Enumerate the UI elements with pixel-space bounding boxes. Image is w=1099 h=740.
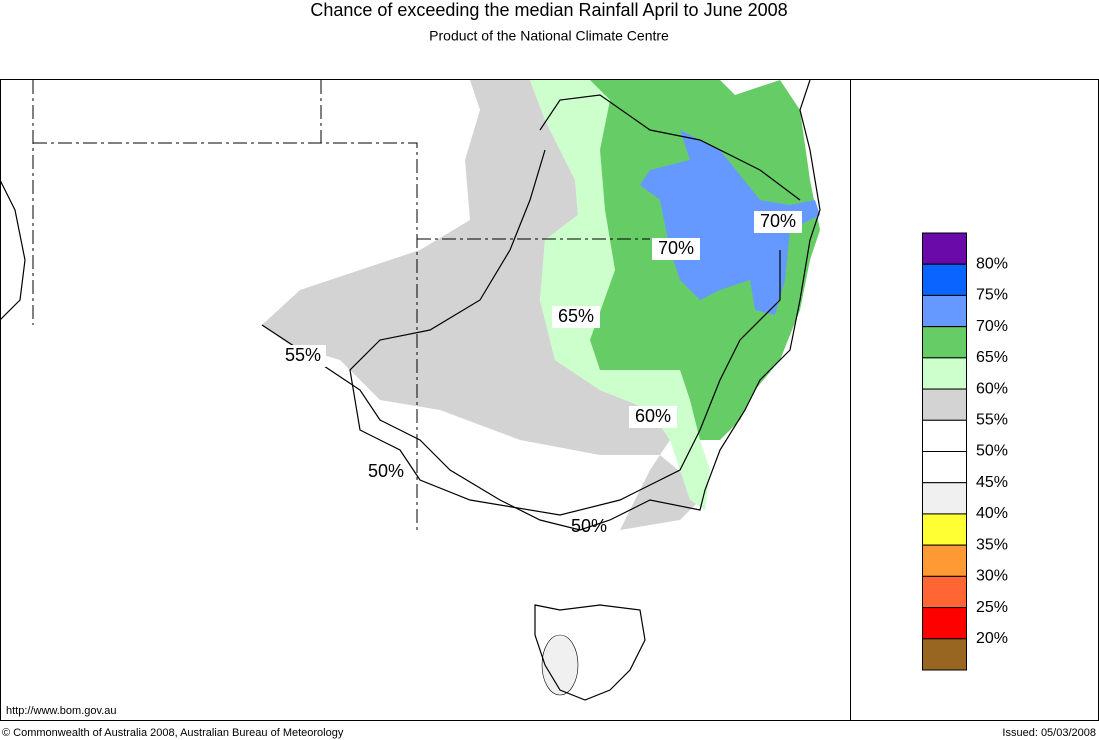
legend-label: 55% [976,412,1008,429]
west-coast [0,179,26,321]
legend-swatch [922,357,967,390]
map-label: 70% [760,211,796,231]
legend-swatch [922,544,967,577]
legend-label: 60% [976,380,1008,397]
legend-swatch [922,607,967,640]
tasmania [534,604,646,701]
legend-swatch [922,388,967,421]
legend-swatch [922,451,967,484]
issued-date: Issued: 05/03/2008 [1002,727,1096,739]
legend-swatch [922,575,967,609]
legend-frame [850,79,1099,721]
legend-swatch [922,232,967,265]
legend-label: 50% [976,443,1008,460]
legend-label: 30% [976,568,1008,585]
map-label: 60% [635,406,671,426]
legend-label: 80% [976,255,1008,272]
legend: 80% 75% 70% 65% 60% 55% 50% 45% 40% 35% 30% 25% 20% [922,232,1008,671]
legend-label: 40% [976,505,1008,522]
map-label: 65% [558,306,594,326]
legend-swatch [922,419,967,452]
region-45 [541,634,579,696]
map-label: 50% [571,516,607,536]
map: 55% 70% 70% 65% 60% 50% 50% [0,79,821,701]
region-55 [262,80,700,530]
map-label: 70% [658,238,694,258]
river-border [349,94,801,516]
map-label: 50% [368,461,404,481]
title: Chance of exceeding the median Rainfall … [310,0,787,20]
state-border [32,80,650,530]
coastline [261,79,821,531]
legend-label: 25% [976,599,1008,616]
source-url: http://www.bom.gov.au [6,705,116,717]
legend-swatch [922,326,967,359]
legend-swatch [922,482,967,515]
legend-swatch [922,513,967,546]
legend-swatch [922,638,967,671]
map-label: 55% [285,345,321,365]
legend-swatch [922,294,967,328]
legend-label: 45% [976,474,1008,491]
subtitle: Product of the National Climate Centre [429,28,669,44]
copyright: © Commonwealth of Australia 2008, Austra… [2,727,344,739]
legend-label: 75% [976,287,1008,304]
legend-swatch [922,263,967,296]
legend-label: 65% [976,349,1008,366]
legend-label: 20% [976,630,1008,647]
legend-label: 70% [976,318,1008,335]
region-70 [640,130,820,315]
region-60 [530,80,720,510]
legend-label: 35% [976,536,1008,553]
